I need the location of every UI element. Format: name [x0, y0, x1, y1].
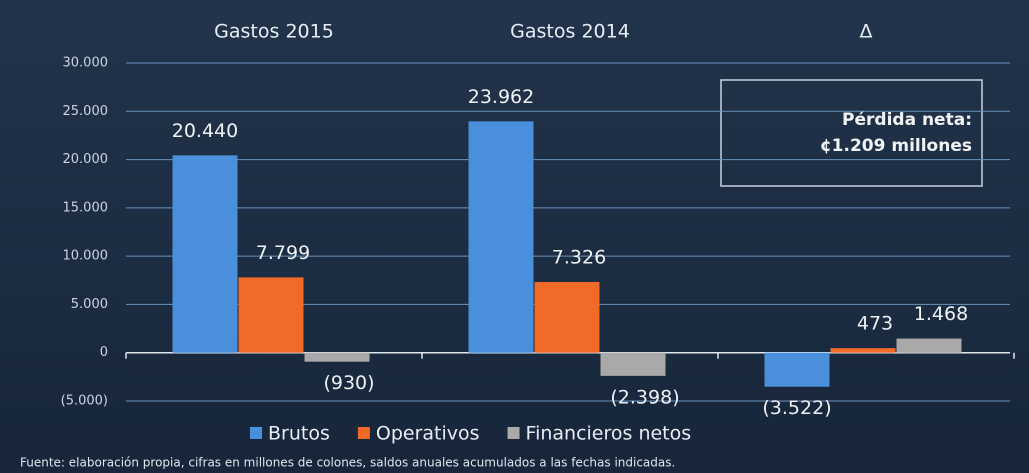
bar [830, 348, 896, 353]
bar [600, 352, 666, 376]
data-label: (2.398) [610, 386, 679, 408]
y-tick-label: 15.000 [63, 200, 109, 215]
bar [304, 352, 370, 362]
legend-swatch [357, 427, 370, 439]
data-label: (3.522) [762, 397, 831, 419]
y-tick-label: 0 [100, 345, 108, 360]
data-label: 473 [857, 313, 893, 335]
legend-label: Operativos [376, 423, 480, 445]
legend-label: Financieros netos [526, 423, 692, 445]
bar [896, 338, 962, 353]
bar [468, 121, 534, 353]
data-label: 1.468 [914, 303, 968, 325]
x-category-label: Gastos 2015 [214, 21, 334, 43]
legend-swatch [250, 427, 262, 439]
legend-label: Brutos [268, 423, 330, 445]
y-tick-label: 20.000 [63, 152, 109, 167]
x-category-label: Δ [860, 21, 873, 43]
data-label: 7.799 [256, 242, 310, 264]
annotation: Pérdida neta: [842, 110, 972, 130]
data-label: (930) [323, 372, 374, 394]
y-tick-label: 10.000 [63, 249, 109, 264]
y-tick-label: 30.000 [63, 56, 109, 71]
legend-swatch [507, 427, 520, 439]
bar [238, 277, 304, 353]
annotation-box [720, 79, 983, 187]
data-label: 7.326 [552, 246, 606, 268]
y-tick-label: 25.000 [63, 104, 109, 119]
y-tick-label: 5.000 [71, 297, 108, 312]
data-label: 20.440 [172, 120, 238, 142]
bar [172, 155, 238, 353]
annotation: ¢1.209 millones [820, 136, 972, 156]
y-tick-label: (5.000) [61, 394, 108, 409]
bar [534, 281, 600, 353]
data-label: 23.962 [468, 86, 534, 108]
bar [764, 352, 830, 387]
source-note: Fuente: elaboración propia, cifras en mi… [20, 456, 675, 470]
x-category-label: Gastos 2014 [510, 21, 630, 43]
